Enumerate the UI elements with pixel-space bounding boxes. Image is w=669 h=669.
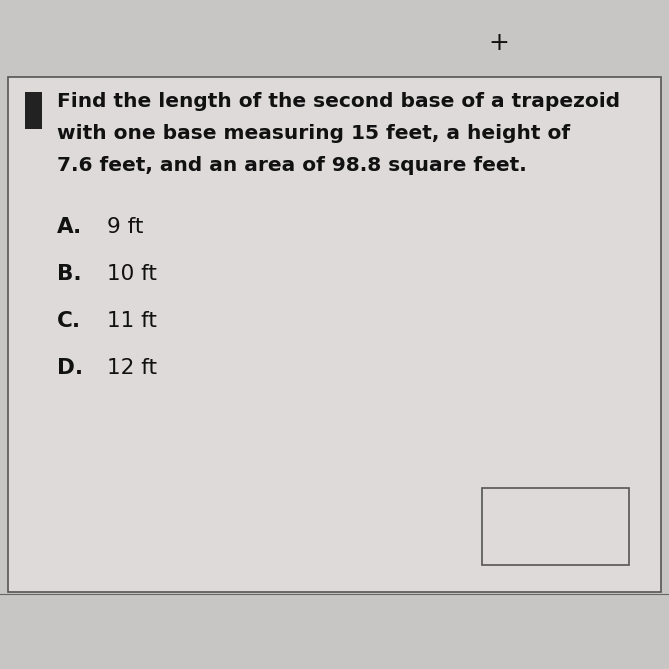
Text: 12 ft: 12 ft	[107, 358, 157, 378]
Text: B.: B.	[57, 264, 82, 284]
Text: 7.6 feet, and an area of 98.8 square feet.: 7.6 feet, and an area of 98.8 square fee…	[57, 157, 527, 175]
Text: D.: D.	[57, 358, 83, 378]
Bar	[482, 488, 629, 565]
Bar	[8, 77, 661, 592]
Text: 10 ft: 10 ft	[107, 264, 157, 284]
Text: Find the length of the second base of a trapezoid: Find the length of the second base of a …	[57, 92, 620, 111]
Bar	[25, 92, 42, 129]
Text: A.: A.	[57, 217, 82, 237]
Text: 11 ft: 11 ft	[107, 311, 157, 331]
Text: 9 ft: 9 ft	[107, 217, 143, 237]
Text: with one base measuring 15 feet, a height of: with one base measuring 15 feet, a heigh…	[57, 124, 570, 143]
Text: C.: C.	[57, 311, 81, 331]
Text: +: +	[488, 31, 509, 56]
